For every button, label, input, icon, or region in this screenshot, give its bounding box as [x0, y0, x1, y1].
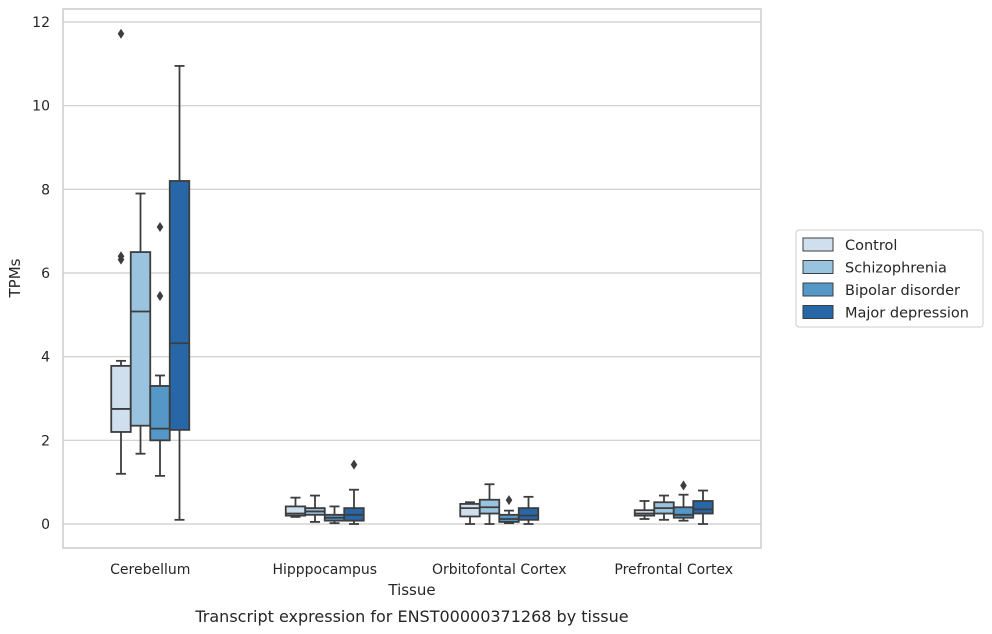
outlier-point [117, 28, 125, 39]
outlier-point [680, 480, 687, 491]
x-tick-label: Hipppocampus [272, 562, 377, 578]
box-groups [110, 28, 714, 525]
legend-swatch [802, 237, 834, 252]
x-axis-label: Tissue [387, 581, 435, 599]
box-control [459, 501, 481, 525]
outlier-point [156, 291, 164, 302]
box-major-depression [343, 459, 365, 525]
box-iqr [129, 251, 152, 427]
outlier-point [117, 251, 125, 262]
outlier-point [156, 221, 164, 232]
outlier-point [505, 495, 513, 506]
y-tick-labels: 0 2 4 6 8 10 12 [32, 15, 50, 533]
legend-label: Schizophrenia [845, 261, 947, 277]
x-tick-label: Orbitofontal Cortex [432, 562, 567, 578]
legend: Control Schizophrenia Bipolar disorder Majo… [795, 229, 984, 328]
legend-label: Bipolar disorder [845, 283, 960, 299]
box-schizophrenia [478, 483, 501, 525]
y-tick-label: 8 [41, 182, 50, 198]
box-iqr [692, 500, 714, 515]
x-tick-label: Prefrontal Cortex [614, 562, 733, 578]
box-iqr [459, 503, 481, 518]
box-schizophrenia [129, 192, 152, 455]
y-tick-label: 0 [41, 517, 50, 533]
legend-swatch [802, 282, 834, 297]
y-tick-label: 2 [41, 433, 50, 449]
y-tick-label: 6 [41, 266, 50, 282]
outlier-point [350, 459, 358, 470]
y-tick-label: 10 [32, 99, 50, 115]
y-tick-label: 4 [41, 350, 50, 366]
box-bipolar-disorder [149, 221, 171, 477]
legend-label: Control [845, 238, 897, 254]
box-schizophrenia [304, 494, 326, 523]
extra-outliers [117, 28, 125, 265]
legend-label: Major depression [845, 306, 969, 322]
box-major-depression [517, 495, 540, 525]
box-control [284, 496, 307, 518]
box-iqr [517, 507, 540, 521]
plot-area [63, 9, 761, 548]
y-axis-label: TPMs [6, 258, 24, 298]
box-iqr [672, 506, 695, 519]
y-tick-label: 12 [32, 15, 50, 31]
x-tick-labels: Cerebellum Hipppocampus Orbitofontal Corte… [110, 562, 733, 578]
box-iqr [149, 385, 171, 442]
chart-caption: Transcript expression for ENST0000037126… [194, 607, 628, 626]
box-bipolar-disorder [498, 495, 520, 525]
legend-frame [795, 229, 984, 328]
legend-swatch [802, 305, 834, 319]
box-iqr [168, 180, 191, 431]
box-iqr [110, 364, 132, 433]
box-major-depression [168, 65, 191, 521]
box-major-depression [692, 489, 714, 525]
plot-frame [62, 8, 762, 549]
x-tick-label: Cerebellum [110, 562, 190, 578]
legend-swatch [802, 260, 834, 274]
